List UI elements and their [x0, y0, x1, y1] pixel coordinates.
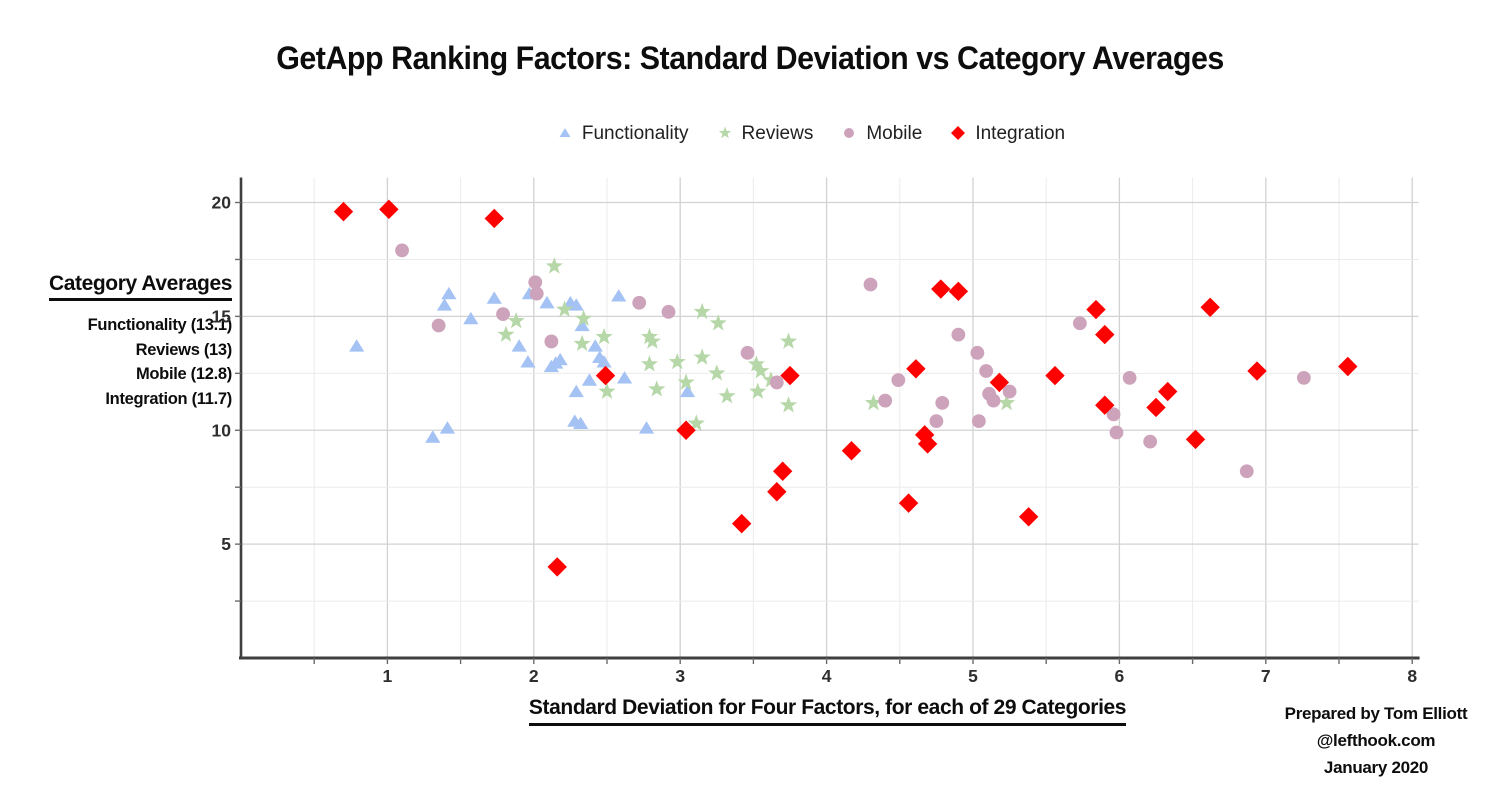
x-axis-label: Standard Deviation for Four Factors, for… — [528, 696, 1126, 726]
legend-item-reviews: Reviews — [715, 122, 814, 145]
attribution-line-date: January 2020 — [1323, 758, 1429, 777]
x-tick-label: 5 — [968, 666, 978, 686]
category-average-reviews: Reviews (13) — [135, 340, 233, 359]
grid-layer — [241, 177, 1419, 658]
x-tick-label: 3 — [675, 666, 685, 686]
x-tick-label: 6 — [1115, 666, 1125, 686]
category-average-mobile: Mobile (12.8) — [135, 365, 232, 383]
x-tick-label: 1 — [383, 666, 393, 686]
y-tick-label: 5 — [221, 534, 231, 554]
legend-label: Reviews — [741, 123, 814, 144]
y-tick-label: 10 — [212, 420, 232, 440]
category-average-functionality: Functionality (13.1) — [87, 316, 233, 334]
category-averages-heading: Category Averages — [48, 272, 232, 301]
x-tick-label: 4 — [822, 666, 832, 686]
y-tick-label: 20 — [212, 193, 232, 213]
series-integration — [333, 199, 1358, 577]
legend-label: Functionality — [581, 123, 689, 144]
attribution-line-author: Prepared by Tom Elliott — [1284, 704, 1468, 723]
category-average-integration: Integration (11.7) — [105, 389, 232, 408]
tick-label-layer: 1 2 3 4 5 6 7 8 5 10 15 20 — [212, 193, 1418, 686]
diamond-marker-icon — [951, 126, 966, 140]
category-averages-list: Functionality (13.1) Reviews (13) Mobile… — [26, 313, 233, 411]
attribution-line-site: @lefthook.com — [1316, 731, 1436, 750]
attribution: Prepared by Tom Elliott @lefthook.com Ja… — [1260, 700, 1492, 781]
y-tick-label: 15 — [212, 306, 232, 326]
legend-label: Integration — [975, 123, 1066, 144]
x-tick-label: 2 — [529, 666, 539, 686]
axis-layer — [235, 177, 1420, 664]
x-axis-label-wrap: Standard Deviation for Four Factors, for… — [241, 696, 1414, 726]
circle-marker-icon — [844, 128, 855, 138]
legend-item-mobile: Mobile — [839, 122, 922, 145]
legend-item-integration: Integration — [948, 122, 1065, 145]
legend-label: Mobile — [866, 123, 923, 144]
star-marker-icon — [718, 126, 731, 139]
chart-legend: Functionality Reviews Mobile Integration — [250, 122, 1370, 145]
x-tick-label: 8 — [1407, 666, 1417, 686]
x-tick-label: 7 — [1261, 666, 1271, 686]
category-averages-panel: Category Averages Functionality (13.1) R… — [26, 272, 232, 411]
chart-title: GetApp Ranking Factors: Standard Deviati… — [276, 40, 1224, 76]
legend-item-functionality: Functionality — [555, 122, 689, 145]
series-functionality — [349, 286, 696, 443]
series-reviews — [497, 257, 1016, 431]
triangle-marker-icon — [559, 128, 571, 138]
series-mobile — [395, 243, 1311, 479]
